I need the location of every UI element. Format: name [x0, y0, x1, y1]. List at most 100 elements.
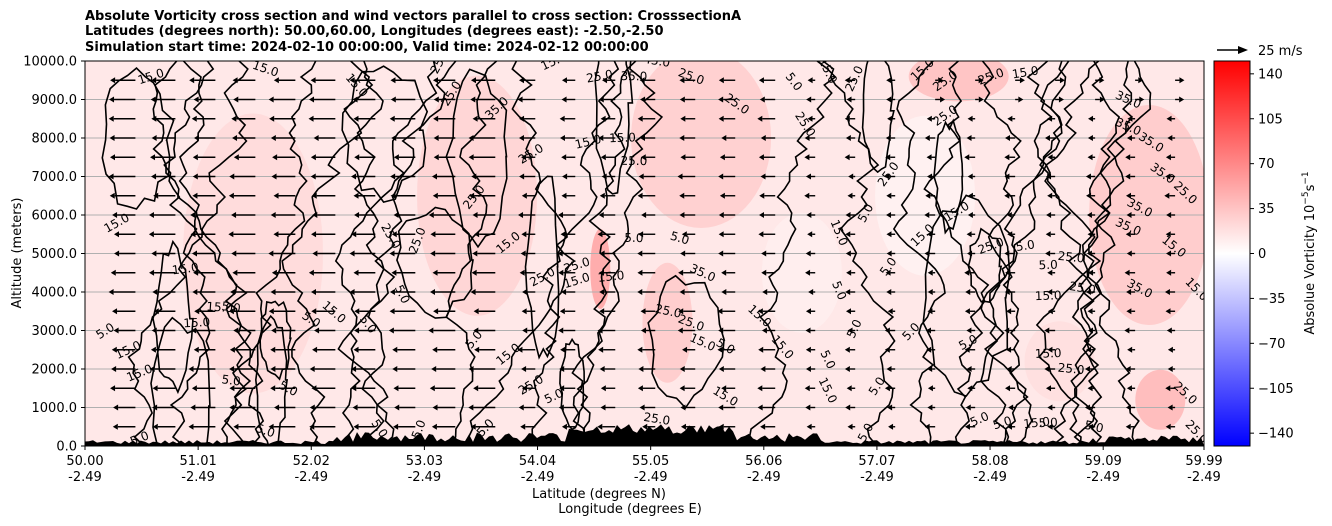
wind-vector-head — [390, 96, 396, 103]
wind-vector-head — [680, 423, 686, 430]
wind-vector-head — [521, 308, 527, 315]
contour-loop — [967, 227, 1003, 303]
wind-vector-head — [679, 385, 685, 392]
wind-vector-head — [924, 135, 930, 141]
wind-vector-head — [805, 346, 811, 353]
wind-vector-head — [679, 96, 685, 103]
wind-vector-head — [193, 96, 199, 103]
wind-vector-head — [600, 115, 606, 122]
wind-vector-head — [637, 192, 643, 199]
wind-vector-head — [757, 385, 763, 392]
wind-vector-head — [760, 173, 766, 180]
wind-vector-head — [940, 96, 946, 103]
contour-line — [1044, 61, 1103, 446]
wind-vector-head — [310, 173, 316, 180]
wind-vector-head — [884, 327, 890, 334]
wind-vector-head — [602, 77, 608, 84]
contour-line — [748, 61, 837, 446]
wind-vector-head — [1087, 154, 1093, 161]
wind-vector-head — [191, 327, 197, 334]
contour-label: 25.0 — [585, 67, 614, 85]
contour-loop — [524, 175, 560, 360]
contour-line — [923, 61, 990, 446]
wind-vector-head — [598, 269, 604, 276]
wind-vector-head — [1125, 154, 1131, 161]
wind-vector-head — [807, 77, 813, 84]
x-tick-label-lat: 55.05 — [632, 454, 669, 469]
wind-vector-head — [431, 366, 437, 372]
wind-vector-head — [391, 135, 397, 141]
x-tick-label-lon: -2.49 — [521, 470, 555, 485]
contour-label: 5.0 — [991, 413, 1013, 432]
wind-vector-head — [389, 115, 395, 122]
wind-vector-head — [110, 385, 116, 392]
wind-vector-head — [1166, 115, 1172, 122]
wind-vector-head — [268, 423, 274, 430]
wind-vector-head — [886, 77, 892, 84]
wind-vector-head — [845, 212, 851, 218]
wind-vector-head — [521, 366, 527, 372]
wind-vector-head — [431, 173, 437, 180]
contour-label: 5.0 — [829, 279, 849, 302]
wind-vector-head — [192, 250, 198, 257]
wind-vector-head — [761, 269, 767, 276]
wind-vector-head — [353, 423, 359, 430]
title-line-3: Simulation start time: 2024-02-10 00:00:… — [85, 40, 649, 55]
wind-vector-head — [311, 385, 317, 392]
wind-vector-head — [1164, 289, 1170, 295]
vorticity-blob — [761, 212, 842, 333]
contour-label: 25.0 — [1057, 249, 1085, 266]
wind-vector-head — [149, 366, 155, 372]
wind-vector-head — [886, 212, 892, 218]
wind-vector-head — [470, 289, 476, 295]
wind-vector-head — [924, 423, 930, 430]
wind-vector-head — [473, 308, 479, 315]
contour-label: 15.0 — [1035, 288, 1062, 303]
wind-vector-head — [193, 346, 199, 353]
wind-vector-head — [1166, 269, 1172, 276]
wind-vector-head — [1086, 346, 1092, 353]
wind-vector-head — [1167, 404, 1173, 411]
wind-vector-head — [761, 327, 767, 334]
wind-vector-head — [271, 269, 277, 276]
wind-vector-head — [641, 212, 647, 218]
wind-vector-head — [474, 231, 480, 238]
wind-vector-head — [964, 154, 970, 161]
wind-vector-head — [233, 423, 239, 430]
contour-loop — [259, 300, 292, 381]
wind-vector-head — [1099, 96, 1105, 103]
wind-vector-head — [1166, 327, 1172, 334]
wind-vector-head — [1127, 115, 1133, 122]
wind-vector-head — [721, 135, 727, 141]
wind-vector-head — [759, 192, 765, 199]
wind-vector-head — [153, 308, 159, 315]
wind-vector-head — [311, 308, 317, 315]
wind-vector-head — [1165, 308, 1171, 315]
wind-vector-head — [353, 192, 359, 199]
contour-line — [822, 61, 896, 446]
wind-vector-head — [558, 327, 564, 334]
wind-vector-head — [432, 404, 438, 411]
wind-vector-head — [805, 269, 811, 276]
wind-vector-head — [678, 269, 684, 276]
wind-vector-head — [598, 346, 604, 353]
wind-vector-head — [150, 96, 156, 103]
wind-vector-head — [926, 115, 932, 122]
wind-vector-head — [679, 212, 685, 218]
contour-label: 25.0 — [643, 410, 672, 428]
contour-label: 15.0 — [183, 315, 210, 330]
wind-vector-head — [113, 327, 119, 334]
wind-vector-head — [351, 231, 357, 238]
wind-vector-head — [805, 173, 811, 180]
wind-vector-head — [677, 173, 683, 180]
wind-vector-head — [598, 135, 604, 141]
contour-label: 15.0 — [171, 260, 199, 277]
x-tick-label-lon: -2.49 — [1086, 470, 1120, 485]
wind-vector-head — [845, 231, 851, 238]
contour-line — [334, 61, 438, 446]
wind-vector-head — [637, 289, 643, 295]
wind-vector-head — [561, 423, 567, 430]
wind-vector-head — [521, 154, 527, 161]
wind-vector-head — [520, 423, 526, 430]
wind-vector-head — [965, 404, 971, 411]
